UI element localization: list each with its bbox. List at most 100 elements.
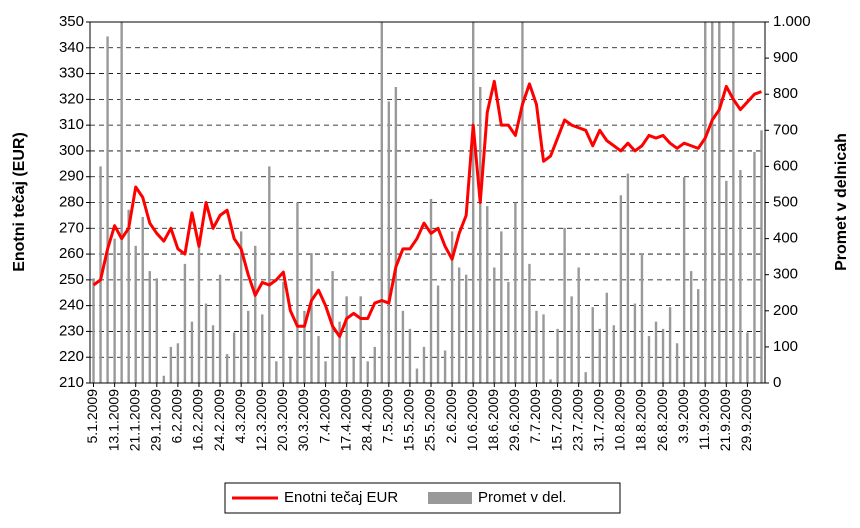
volume-bar	[352, 357, 355, 383]
volume-bar	[211, 325, 215, 383]
volume-bar	[647, 336, 651, 383]
volume-bar	[605, 292, 608, 383]
volume-bar	[134, 245, 137, 383]
x-tick-label: 3.9.2009	[675, 389, 691, 444]
y2-tick-label: 800	[773, 85, 798, 102]
y-tick-label: 270	[59, 219, 84, 236]
volume-bar	[289, 357, 292, 383]
volume-bar	[753, 151, 756, 383]
price-line	[92, 79, 763, 339]
volume-bar	[310, 253, 313, 383]
volume-bar	[457, 267, 461, 383]
volume-bar	[190, 321, 194, 383]
x-tick-label: 6.2.2009	[169, 389, 185, 444]
legend-box	[224, 482, 621, 514]
volume-bar	[429, 198, 433, 383]
volume-bar	[394, 86, 398, 383]
volume-bar	[725, 180, 728, 383]
x-tick-label: 12.3.2009	[253, 389, 269, 451]
volume-bar	[373, 346, 376, 383]
volume-bar	[486, 206, 489, 383]
plot-frame	[89, 21, 766, 384]
x-tick-label: 16.2.2009	[190, 389, 206, 451]
volume-bar	[542, 314, 545, 383]
x-tick-label: 10.8.2009	[612, 389, 628, 451]
volume-bar	[303, 310, 306, 383]
volume-bar	[682, 177, 686, 383]
y-axis-label: Enotni tečaj (EUR)	[11, 132, 28, 272]
y-tick-label: 320	[59, 90, 84, 107]
volume-bar	[120, 22, 123, 383]
x-tick-label: 17.4.2009	[337, 389, 353, 451]
volume-bar	[345, 296, 348, 383]
volume-bar	[514, 202, 517, 383]
y-tick-label: 280	[59, 193, 84, 210]
x-tick-label: 2.6.2009	[443, 389, 459, 444]
x-tick-label: 24.2.2009	[211, 389, 227, 451]
x-tick-label: 28.4.2009	[358, 389, 374, 451]
y-tick-label: 210	[59, 374, 84, 391]
y-tick-label: 240	[59, 297, 84, 314]
volume-bar	[626, 173, 630, 383]
y-tick-label: 310	[59, 116, 84, 133]
x-tick-label: 25.5.2009	[422, 389, 438, 451]
volume-bar	[675, 343, 679, 383]
x-tick-label: 7.7.2009	[527, 389, 543, 444]
volume-bar	[697, 289, 700, 383]
volume-bar	[661, 328, 665, 383]
y-tick-label: 330	[59, 65, 84, 82]
volume-bar	[528, 263, 531, 383]
volume-bar	[612, 325, 616, 383]
volume-bar	[254, 245, 257, 383]
y-tick-label: 350	[59, 13, 84, 30]
volume-bar	[324, 361, 327, 383]
volume-bar	[380, 22, 383, 383]
volume-bar	[711, 22, 714, 383]
volume-bar	[584, 372, 587, 383]
y2-tick-label: 100	[773, 338, 798, 355]
volume-bar	[232, 332, 236, 383]
volume-bar	[155, 278, 158, 383]
volume-bar	[507, 281, 510, 383]
volume-bar	[689, 271, 693, 383]
y-tick-label: 230	[59, 322, 84, 339]
x-tick-label: 18.8.2009	[633, 389, 649, 451]
volume-bar	[570, 296, 573, 383]
x-tick-label: 10.6.2009	[464, 389, 480, 451]
legend-label: Promet v del.	[478, 489, 566, 506]
volume-bar	[366, 361, 369, 383]
volume-bar	[556, 328, 559, 383]
volume-bar	[162, 375, 166, 383]
volume-bar	[577, 267, 580, 383]
y2-tick-label: 0	[773, 374, 781, 391]
x-tick-label: 30.3.2009	[295, 389, 311, 451]
y-tick-label: 340	[59, 39, 84, 56]
volume-bar	[317, 336, 320, 383]
x-tick-label: 7.5.2009	[380, 389, 396, 444]
volume-bar	[598, 328, 601, 383]
y2-tick-label: 500	[773, 193, 798, 210]
volume-bar	[563, 227, 566, 383]
y2-tick-label: 600	[773, 157, 798, 174]
y2-tick-label: 700	[773, 121, 798, 138]
volume-bar	[275, 361, 278, 383]
x-tick-label: 15.5.2009	[401, 389, 417, 451]
volume-bar	[521, 22, 524, 383]
volume-bar	[92, 278, 95, 383]
y-tick-label: 260	[59, 245, 84, 262]
volume-bar	[633, 303, 637, 383]
x-tick-label: 20.3.2009	[274, 389, 290, 451]
volume-bar	[479, 86, 482, 383]
volume-bar	[408, 328, 412, 383]
volume-bar	[247, 310, 250, 383]
volume-bar	[472, 22, 475, 383]
x-tick-label: 21.9.2009	[717, 389, 733, 451]
volume-bar	[225, 354, 229, 383]
y2-tick-label: 900	[773, 49, 798, 66]
volume-bar	[197, 245, 201, 383]
x-tick-label: 11.9.2009	[696, 389, 712, 450]
volume-bar	[718, 22, 721, 383]
volume-bar	[176, 343, 180, 383]
x-tick-label: 21.1.2009	[126, 389, 142, 451]
